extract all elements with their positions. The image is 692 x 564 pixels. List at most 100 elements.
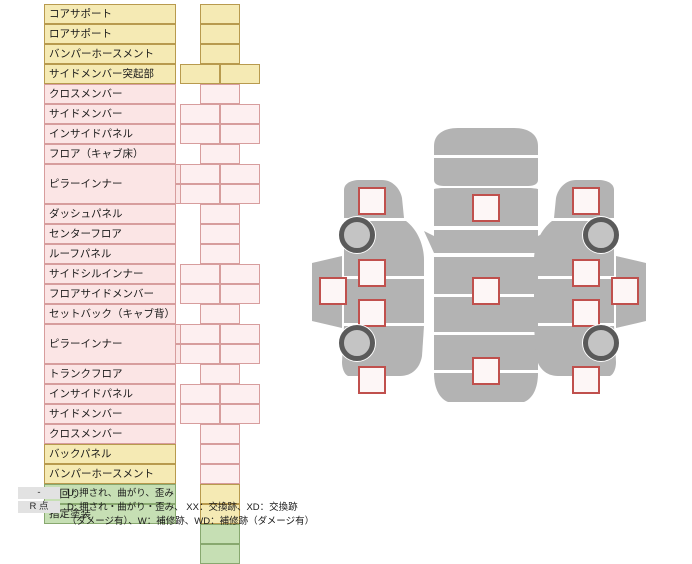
grid-cell [200, 464, 240, 484]
table-row: インサイドパネル [44, 384, 244, 404]
grid-cell [200, 24, 240, 44]
grid-cell [220, 184, 260, 204]
grid-cell [220, 344, 260, 364]
table-row: フロア（キャブ床） [44, 144, 244, 164]
grid-cell [200, 84, 240, 104]
inspection-mark [472, 357, 500, 385]
legend: - U: 押され、曲がり、歪み R 点 D: 押され・曲がり・歪み、 XX：交換跡、X… [18, 487, 438, 528]
grid-cell [220, 164, 260, 184]
panel-label: インサイドパネル [44, 384, 176, 404]
panel-label: ロアサポート [44, 24, 176, 44]
panel-label: ルーフパネル [44, 244, 176, 264]
car-body-diagram [296, 118, 692, 418]
wheel-icon [582, 324, 620, 362]
table-row: クロスメンバー [44, 84, 244, 104]
grid-cell [200, 544, 240, 564]
grid-cell [180, 104, 220, 124]
grid-cell [200, 364, 240, 384]
table-row: サイドメンバー [44, 104, 244, 124]
grid-cell [220, 264, 260, 284]
table-row: ダッシュパネル [44, 204, 244, 224]
panel-condition-grid [180, 4, 270, 564]
panel-label: コアサポート [44, 4, 176, 24]
grid-cell [180, 264, 220, 284]
grid-cell [220, 384, 260, 404]
table-row: セットバック（キャブ背） [44, 304, 244, 324]
table-row: インサイドパネル [44, 124, 244, 144]
grid-cell [200, 144, 240, 164]
grid-cell [180, 384, 220, 404]
table-row: サイドシルインナー [44, 264, 244, 284]
top-view [424, 128, 548, 402]
grid-cell [200, 424, 240, 444]
table-row: サイドメンバー [44, 404, 244, 424]
inspection-mark [572, 299, 600, 327]
grid-cell [200, 444, 240, 464]
legend-value-continued: （ダメージ有）、W：補修跡、WD：補修跡（ダメージ有） [67, 516, 315, 527]
grid-cell [180, 64, 220, 84]
grid-cell [180, 124, 220, 144]
panel-label: ダッシュパネル [44, 204, 176, 224]
table-row: バンパーホースメント [44, 464, 244, 484]
panel-label: バンパーホースメント [44, 464, 176, 484]
grid-cell [220, 324, 260, 344]
wheel-icon [338, 216, 376, 254]
table-row: 下回り [44, 484, 244, 504]
inspection-mark [572, 259, 600, 287]
panel-label: サイドメンバー突起部 [44, 64, 176, 84]
wheel-icon [338, 324, 376, 362]
grid-cell [200, 484, 240, 504]
panel-label: ピラーインナー [44, 324, 176, 364]
legend-value: U: 押され、曲がり、歪み [67, 488, 174, 499]
panel-label: バックパネル [44, 444, 176, 464]
grid-cell [220, 404, 260, 424]
table-row: クロスメンバー [44, 424, 244, 444]
table-row: ルーフパネル [44, 244, 244, 264]
inspection-mark [358, 299, 386, 327]
panel-label: クロスメンバー [44, 424, 176, 444]
grid-cell [200, 504, 240, 524]
left-side-view [312, 180, 424, 394]
inspection-mark [472, 194, 500, 222]
table-row: バンパーホースメント [44, 44, 244, 64]
grid-cell [220, 64, 260, 84]
panel-label: クロスメンバー [44, 84, 176, 104]
table-row: センターフロア [44, 224, 244, 244]
panel-label: サイドメンバー [44, 404, 176, 424]
grid-cell [180, 184, 220, 204]
inspection-mark [319, 277, 347, 305]
table-row: トランクフロア [44, 364, 244, 384]
panel-label: インサイドパネル [44, 124, 176, 144]
grid-cell [180, 344, 220, 364]
grid-cell [180, 324, 220, 344]
panel-label: トランクフロア [44, 364, 176, 384]
inspection-mark [572, 187, 600, 215]
inspection-mark [358, 366, 386, 394]
panel-label: 下回り [44, 484, 176, 504]
inspection-mark [611, 277, 639, 305]
right-side-view [534, 180, 646, 394]
grid-cell [220, 284, 260, 304]
panel-label: サイドメンバー [44, 104, 176, 124]
panel-label: フロア（キャブ床） [44, 144, 176, 164]
inspection-mark [572, 366, 600, 394]
legend-row: - U: 押され、曲がり、歪み [18, 487, 438, 500]
legend-key: R 点 [18, 501, 60, 513]
legend-value: D: 押され・曲がり・歪み、 XX：交換跡、XD：交換跡 [67, 502, 298, 513]
grid-cell [180, 164, 220, 184]
wheel-icon [582, 216, 620, 254]
grid-cell [220, 104, 260, 124]
grid-cell [180, 404, 220, 424]
grid-cell [200, 304, 240, 324]
grid-cell [200, 224, 240, 244]
panel-label: ピラーインナー [44, 164, 176, 204]
legend-key: - [18, 487, 60, 499]
inspection-mark [358, 187, 386, 215]
panel-label: センターフロア [44, 224, 176, 244]
panel-label: バンパーホースメント [44, 44, 176, 64]
table-row: バックパネル [44, 444, 244, 464]
table-row: サイドメンバー突起部 [44, 64, 244, 84]
grid-cell [200, 44, 240, 64]
table-row: フロアサイドメンバー [44, 284, 244, 304]
panel-label: サイドシルインナー [44, 264, 176, 284]
